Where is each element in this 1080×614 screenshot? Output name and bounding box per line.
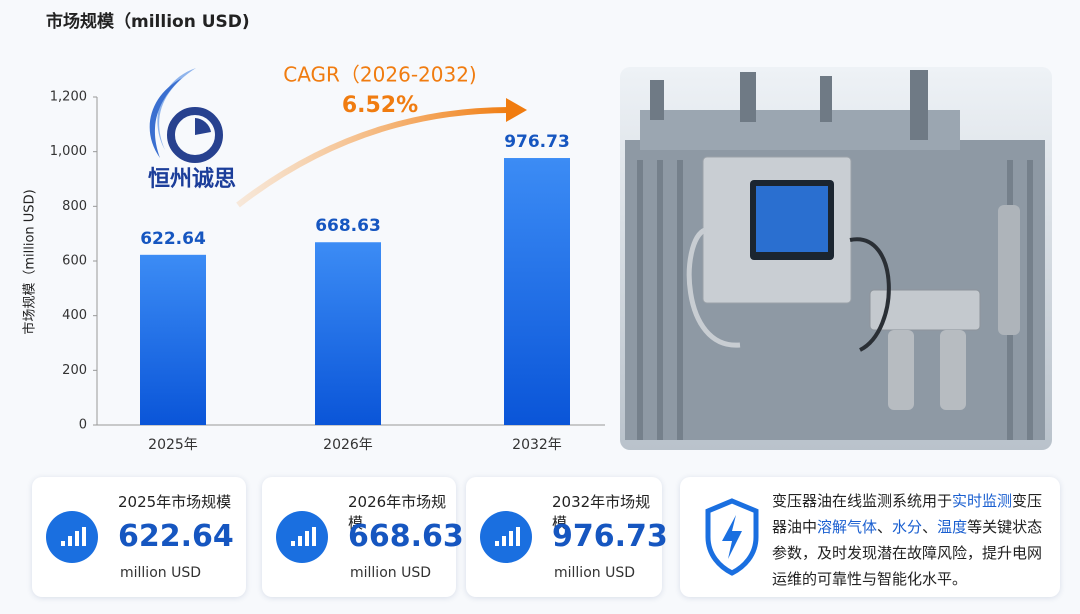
card: 2025年市场规模 622.64 million USD (32, 477, 246, 597)
description-text: 变压器油中 (772, 492, 1043, 536)
stat-icon (276, 511, 328, 563)
card-value: 668.63 (348, 519, 464, 554)
card-title: 2032年市场规模 (552, 493, 651, 532)
x-tick-label: 2032年 (512, 437, 562, 453)
highlight-text: 水分 (892, 518, 923, 536)
y-tick-label: 600 (62, 254, 87, 269)
y-tick-label: 400 (62, 308, 87, 323)
y-tick-label: 1,200 (50, 90, 87, 105)
card-unit: million USD (350, 565, 431, 581)
card-unit: million USD (554, 565, 635, 581)
y-tick-label: 0 (79, 418, 87, 433)
stat-icon (46, 511, 98, 563)
card-value: 622.64 (118, 519, 234, 554)
description-text: 、 (877, 518, 893, 536)
description-text: 、 (922, 518, 938, 536)
description-card (680, 477, 1060, 597)
y-tick-label: 800 (62, 199, 87, 214)
card-value: 976.73 (552, 519, 668, 554)
description-text: 等关键状态参数，及时发现潜在故障风险，提升电网运维的可靠性与智能化水平。 (772, 518, 1043, 588)
value-label: 622.64 (140, 229, 206, 249)
x-tick-label: 2026年 (323, 437, 373, 453)
card-title: 2025年市场规模 (118, 493, 232, 511)
card-unit: million USD (120, 565, 201, 581)
cagr-value: 6.52% (342, 93, 418, 118)
y-tick-label: 200 (62, 363, 87, 378)
stat-icon (480, 511, 532, 563)
cagr-arrow (236, 107, 511, 208)
y-axis-label: 市场规模（million USD) (22, 189, 38, 334)
value-label: 976.73 (504, 132, 570, 152)
bar (140, 254, 206, 425)
card-title: 2026年市场规模 (348, 493, 447, 532)
card: 2032年市场规模 976.73 million USD (466, 477, 668, 597)
bar (504, 158, 570, 425)
description-text: 变压器油在线监测系统用于 (772, 492, 953, 510)
description: 变压器油在线监测系统用于实时监测变压器油中溶解气体、水分、温度等关键状态参数，及… (772, 488, 1044, 592)
chart-title: 市场规模（million USD) (46, 11, 250, 32)
logo-text: 恒州诚思 (148, 166, 236, 192)
highlight-text: 温度 (937, 518, 968, 536)
cagr-label: CAGR（2026-2032) (283, 63, 477, 87)
highlight-text: 实时监测 (952, 492, 1013, 510)
value-label: 668.63 (315, 216, 381, 236)
photo (620, 67, 1052, 450)
y-tick-label: 1,000 (50, 144, 87, 159)
highlight-text: 溶解气体 (817, 518, 878, 536)
card: 2026年市场规模 668.63 million USD (262, 477, 464, 597)
chart: 市场规模（million USD) 市场规模（million USD) 恒州诚思… (22, 11, 1052, 453)
bar (315, 242, 381, 425)
logo: 恒州诚思 (148, 68, 236, 192)
x-tick-label: 2025年 (148, 437, 198, 453)
shield-icon (705, 498, 759, 576)
cagr-arrowhead (506, 98, 527, 122)
